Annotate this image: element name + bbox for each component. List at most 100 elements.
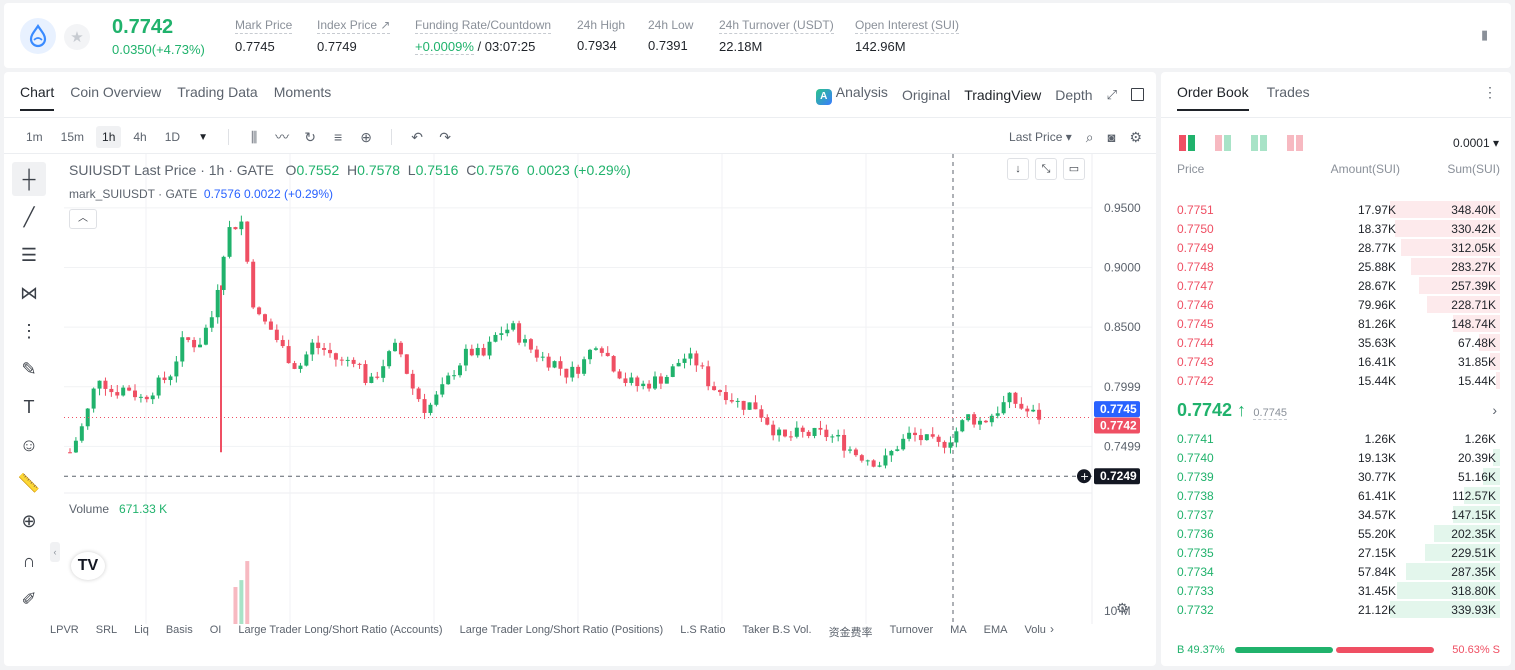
expand-icon[interactable]: ⤢ <box>1106 86 1117 102</box>
ask-row[interactable]: 0.7746 79.96K 228.71K <box>1161 295 1511 314</box>
collapse-drawbar-icon[interactable]: ‹ <box>50 542 60 562</box>
indicator-item[interactable]: Volu <box>1024 624 1046 636</box>
asks-only-icon[interactable] <box>1287 135 1303 151</box>
indicator-item[interactable]: L.S Ratio <box>680 624 726 636</box>
brush-icon[interactable]: ✎ <box>21 358 37 379</box>
timeframe-15m[interactable]: 15m <box>60 130 85 144</box>
caret-down-icon[interactable]: ▼ <box>198 131 209 143</box>
precision-select[interactable]: 0.0001 ▾ <box>1452 136 1499 150</box>
tab-original[interactable]: Original <box>901 86 951 103</box>
tab-trades[interactable]: Trades <box>1266 84 1310 100</box>
tab-trading-data[interactable]: Trading Data <box>177 84 258 100</box>
ask-row[interactable]: 0.7745 81.26K 148.74K <box>1161 314 1511 333</box>
indicator-item[interactable]: EMA <box>983 624 1008 636</box>
bid-row[interactable]: 0.7738 61.41K 112.57K <box>1161 486 1511 505</box>
bid-row[interactable]: 0.7741 1.26K 1.26K <box>1161 429 1511 448</box>
fib-icon[interactable]: ⋮ <box>20 320 38 341</box>
ask-row[interactable]: 0.7750 18.37K 330.42K <box>1161 219 1511 238</box>
ask-row[interactable]: 0.7748 25.88K 283.27K <box>1161 257 1511 276</box>
stat-index-price[interactable]: Index Price ↗ 0.7749 <box>317 18 391 54</box>
magnet-icon[interactable]: ∩ <box>22 550 36 571</box>
favorite-star-icon[interactable]: ★ <box>64 24 90 50</box>
bid-row[interactable]: 0.7734 57.84K 287.35K <box>1161 562 1511 581</box>
bid-row[interactable]: 0.7737 34.57K 147.15K <box>1161 505 1511 524</box>
tab-depth[interactable]: Depth <box>1055 86 1093 103</box>
stat-mark-price[interactable]: Mark Price 0.7745 <box>235 18 293 54</box>
indicator-item[interactable]: MA <box>950 624 967 636</box>
price-chart[interactable]: 0.95000.90000.85000.79990.74992223242526… <box>56 154 1156 624</box>
stat-24h-turnover[interactable]: 24h Turnover (USDT) 22.18M <box>719 18 834 54</box>
stat-open-interest[interactable]: Open Interest (SUI) 142.96M <box>855 18 960 54</box>
mid-price[interactable]: 0.7742 ↑ 0.7745 <box>1177 400 1288 421</box>
indicator-item[interactable]: Turnover <box>889 624 934 636</box>
bid-row[interactable]: 0.7740 19.13K 20.39K <box>1161 448 1511 467</box>
ask-row[interactable]: 0.7747 28.67K 257.39K <box>1161 276 1511 295</box>
pencil-icon[interactable]: ✐ <box>21 588 37 609</box>
tab-tradingview[interactable]: TradingView <box>964 86 1042 103</box>
collapse-legend-button[interactable]: ︿ <box>69 209 97 229</box>
chevron-right-icon[interactable]: › <box>1492 402 1497 418</box>
indicator-item[interactable]: Taker B.S Vol. <box>742 624 812 636</box>
ask-row[interactable]: 0.7743 16.41K 31.85K <box>1161 352 1511 371</box>
template-icon[interactable]: ≡ <box>333 129 343 145</box>
crosshair-icon[interactable]: ┼ <box>12 162 46 196</box>
bid-row[interactable]: 0.7733 31.45K 318.80K <box>1161 581 1511 600</box>
both-sides-icon[interactable] <box>1179 135 1195 151</box>
bids-only-icon[interactable] <box>1251 135 1267 151</box>
timeframe-1d[interactable]: 1D <box>164 130 181 144</box>
timeframe-1m[interactable]: 1m <box>26 130 43 144</box>
axis-settings-icon[interactable]: ⚙ <box>1116 600 1129 616</box>
camera-icon[interactable]: ◙ <box>1107 129 1116 145</box>
price-type-select[interactable]: Last Price ▾ <box>1009 130 1072 144</box>
buy-sell-icon[interactable] <box>1215 135 1231 151</box>
search-icon[interactable]: ⌕ <box>1085 128 1094 145</box>
row-sum: 147.15K <box>1451 508 1496 522</box>
tradingview-logo[interactable]: TV <box>71 552 105 580</box>
text-icon[interactable]: T <box>23 396 35 417</box>
tab-order-book[interactable]: Order Book <box>1177 84 1249 111</box>
redo-icon[interactable]: ↷ <box>439 128 451 145</box>
arrow-down-icon[interactable]: ↓ <box>1007 158 1029 180</box>
add-indicator-icon[interactable]: ⊕ <box>360 128 372 145</box>
pattern-icon[interactable]: ⋈ <box>20 282 38 303</box>
collapse-icon[interactable]: ⤡ <box>1035 158 1057 180</box>
ask-row[interactable]: 0.7742 15.44K 15.44K <box>1161 371 1511 390</box>
ask-row[interactable]: 0.7751 17.97K 348.40K <box>1161 200 1511 219</box>
fit-icon[interactable]: ▭ <box>1063 158 1085 180</box>
stat-funding-rate[interactable]: Funding Rate/Countdown +0.0009% / 03:07:… <box>415 18 552 55</box>
analysis-button[interactable]: A Analysis <box>815 84 888 105</box>
compare-icon[interactable]: ↻ <box>304 128 316 145</box>
horizontal-lines-icon[interactable]: ☰ <box>20 244 38 265</box>
chevron-right-icon[interactable]: › <box>1050 622 1054 636</box>
zoom-in-icon[interactable]: ⊕ <box>21 510 37 531</box>
timeframe-1h[interactable]: 1h <box>96 126 122 148</box>
book-icon[interactable]: ▮ <box>1481 27 1489 42</box>
ask-row[interactable]: 0.7744 35.63K 67.48K <box>1161 333 1511 352</box>
indicator-item[interactable]: 资金费率 <box>828 627 873 639</box>
indicator-item[interactable]: SRL <box>95 624 118 636</box>
bid-row[interactable]: 0.7736 55.20K 202.35K <box>1161 524 1511 543</box>
indicator-item[interactable]: Liq <box>134 624 149 636</box>
undo-icon[interactable]: ↶ <box>411 128 423 145</box>
indicator-item[interactable]: Large Trader Long/Short Ratio (Positions… <box>459 624 664 636</box>
more-icon[interactable]: ⋮ <box>1483 84 1497 100</box>
candle-type-icon[interactable]: ⫼ <box>250 128 258 145</box>
indicator-item[interactable]: LPVR <box>50 624 79 636</box>
bid-row[interactable]: 0.7735 27.15K 229.51K <box>1161 543 1511 562</box>
bid-row[interactable]: 0.7739 30.77K 51.16K <box>1161 467 1511 486</box>
gear-icon[interactable]: ⚙ <box>1129 128 1142 145</box>
ruler-icon[interactable]: 📏 <box>17 472 41 493</box>
indicators-icon[interactable]: 〰 <box>275 129 290 145</box>
tab-coin-overview[interactable]: Coin Overview <box>70 84 162 100</box>
emoji-icon[interactable]: ☺ <box>19 434 39 455</box>
bid-row[interactable]: 0.7732 21.12K 339.93K <box>1161 600 1511 619</box>
indicator-item[interactable]: OI <box>209 624 222 636</box>
indicator-item[interactable]: Basis <box>165 624 193 636</box>
ask-row[interactable]: 0.7749 28.77K 312.05K <box>1161 238 1511 257</box>
indicator-item[interactable]: Large Trader Long/Short Ratio (Accounts) <box>238 624 443 636</box>
timeframe-4h[interactable]: 4h <box>133 130 147 144</box>
window-icon[interactable] <box>1131 88 1144 101</box>
tab-chart[interactable]: Chart <box>20 84 55 111</box>
trendline-icon[interactable]: ╱ <box>23 206 35 227</box>
tab-moments[interactable]: Moments <box>273 84 332 100</box>
